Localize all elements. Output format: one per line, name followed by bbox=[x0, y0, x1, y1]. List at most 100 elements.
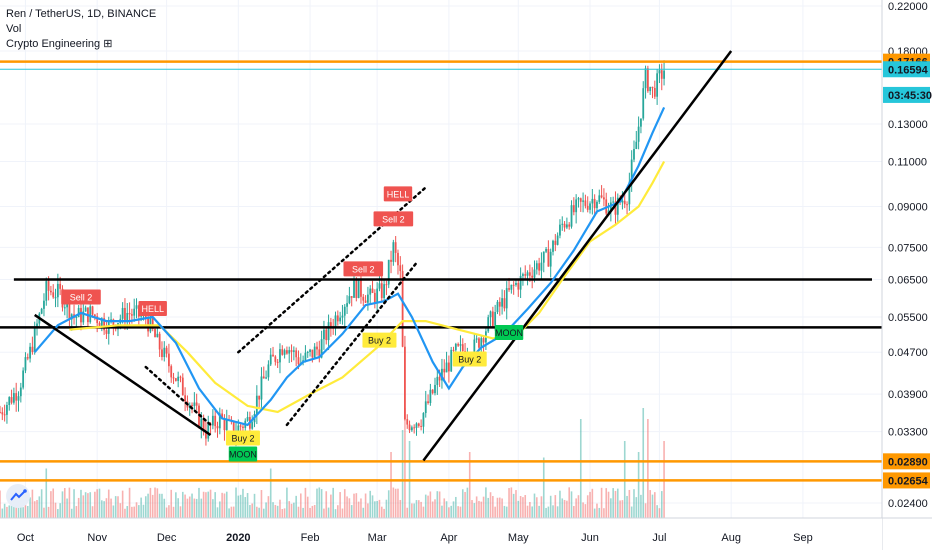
volume-bar bbox=[450, 505, 452, 518]
candle-body bbox=[77, 307, 80, 318]
volume-bar bbox=[621, 500, 624, 518]
candle-body bbox=[195, 402, 198, 406]
indicator-label[interactable]: Crypto Engineering ⊞ bbox=[6, 38, 113, 50]
candle-body bbox=[644, 68, 647, 89]
trendline-dotted bbox=[285, 261, 418, 427]
volume-bar bbox=[399, 499, 402, 518]
candle-body bbox=[323, 329, 325, 340]
candle-body bbox=[584, 200, 587, 206]
signal-box bbox=[61, 289, 101, 305]
volume-bar bbox=[22, 507, 24, 518]
volume-bar bbox=[575, 498, 577, 518]
candle-body bbox=[415, 423, 418, 428]
volume-bar bbox=[397, 488, 399, 518]
candle-body bbox=[475, 338, 478, 340]
signal-box bbox=[343, 261, 384, 277]
candle-body bbox=[112, 319, 115, 326]
volume-bar bbox=[561, 498, 564, 518]
symbol-title[interactable]: Ren / TetherUS, 1D, BINANCE bbox=[6, 8, 157, 20]
volume-bar bbox=[179, 506, 182, 518]
volume-bar bbox=[596, 503, 598, 518]
volume-bar bbox=[13, 501, 15, 518]
candle-body bbox=[135, 305, 138, 309]
volume-bar bbox=[415, 500, 418, 518]
time-axis[interactable]: Oct Nov Dec 2020 Feb Mar Apr May Jun Jul Aug Sep bbox=[0, 517, 932, 550]
candle-body bbox=[288, 350, 291, 354]
candle-body bbox=[603, 197, 605, 200]
volume-bar bbox=[478, 500, 480, 518]
volume-bar bbox=[202, 491, 205, 518]
signal-label: Sell 2 bbox=[382, 214, 405, 224]
candle-body bbox=[420, 425, 423, 427]
volume-bar bbox=[193, 498, 196, 518]
candle-body bbox=[151, 317, 154, 329]
candle-body bbox=[540, 262, 543, 271]
candle-body bbox=[329, 322, 332, 328]
candle-body bbox=[130, 314, 133, 316]
volume-label[interactable]: Vol bbox=[6, 23, 22, 35]
candle-body bbox=[126, 312, 129, 323]
volume-bar bbox=[249, 505, 251, 518]
candle-body bbox=[410, 427, 413, 431]
volume-bar bbox=[448, 507, 450, 518]
candle-body bbox=[346, 303, 348, 307]
volume-bars bbox=[0, 408, 665, 518]
time-tick-label: Nov bbox=[87, 532, 107, 544]
volume-bar bbox=[455, 496, 457, 518]
volume-bar bbox=[103, 501, 105, 518]
candle-body bbox=[598, 195, 601, 202]
candle-body bbox=[154, 328, 156, 338]
candle-body bbox=[225, 419, 228, 431]
volume-bar bbox=[487, 497, 490, 518]
signal-box bbox=[228, 446, 258, 462]
price-tag bbox=[883, 86, 930, 103]
volume-bar bbox=[614, 490, 617, 518]
volume-bar bbox=[654, 492, 656, 518]
price-tag-label: 03:45:30 bbox=[888, 90, 932, 102]
candle-body bbox=[642, 88, 645, 119]
volume-bar bbox=[36, 499, 38, 518]
volume-bar bbox=[533, 493, 536, 518]
candle-body bbox=[517, 282, 520, 290]
candle-body bbox=[505, 288, 508, 309]
candle-body bbox=[373, 292, 376, 303]
volume-bar bbox=[225, 491, 228, 518]
price-tag-label: 0.16594 bbox=[888, 64, 929, 76]
candle-body bbox=[357, 279, 360, 299]
volume-bar bbox=[195, 498, 198, 518]
candle-body bbox=[656, 73, 659, 97]
volume-bar bbox=[607, 491, 610, 518]
candle-body bbox=[522, 274, 524, 276]
volume-bar bbox=[175, 492, 177, 518]
candle-body bbox=[635, 141, 638, 149]
price-axis[interactable]: 0.02400 0.03300 0.03900 0.04700 0.05500 0.065… bbox=[881, 0, 932, 550]
candle-body bbox=[429, 389, 432, 404]
candle-body bbox=[10, 397, 13, 403]
price-tick-label: 0.07500 bbox=[888, 242, 928, 254]
candle-body bbox=[542, 251, 545, 263]
candle-body bbox=[286, 350, 288, 354]
tradingview-logo-icon[interactable] bbox=[6, 484, 30, 508]
volume-bar bbox=[216, 507, 219, 518]
candle-body bbox=[408, 424, 411, 431]
volume-bar bbox=[323, 508, 325, 518]
volume-bar bbox=[605, 488, 608, 518]
candle-body bbox=[47, 281, 50, 291]
candlesticks bbox=[0, 60, 665, 447]
horizontal-levels bbox=[0, 60, 882, 482]
candle-body bbox=[612, 201, 615, 203]
volume-bar bbox=[186, 498, 189, 518]
volume-bar bbox=[452, 501, 455, 518]
volume-bar bbox=[320, 489, 323, 518]
volume-bar bbox=[383, 508, 385, 518]
candle-body bbox=[549, 251, 552, 267]
volume-bar bbox=[445, 501, 448, 518]
volume-bar bbox=[267, 496, 270, 518]
volume-bar bbox=[38, 496, 41, 518]
volume-bar bbox=[552, 505, 554, 518]
volume-bar bbox=[647, 419, 649, 518]
volume-bar bbox=[628, 489, 631, 518]
candle-body bbox=[621, 200, 624, 203]
volume-bar bbox=[420, 501, 422, 518]
